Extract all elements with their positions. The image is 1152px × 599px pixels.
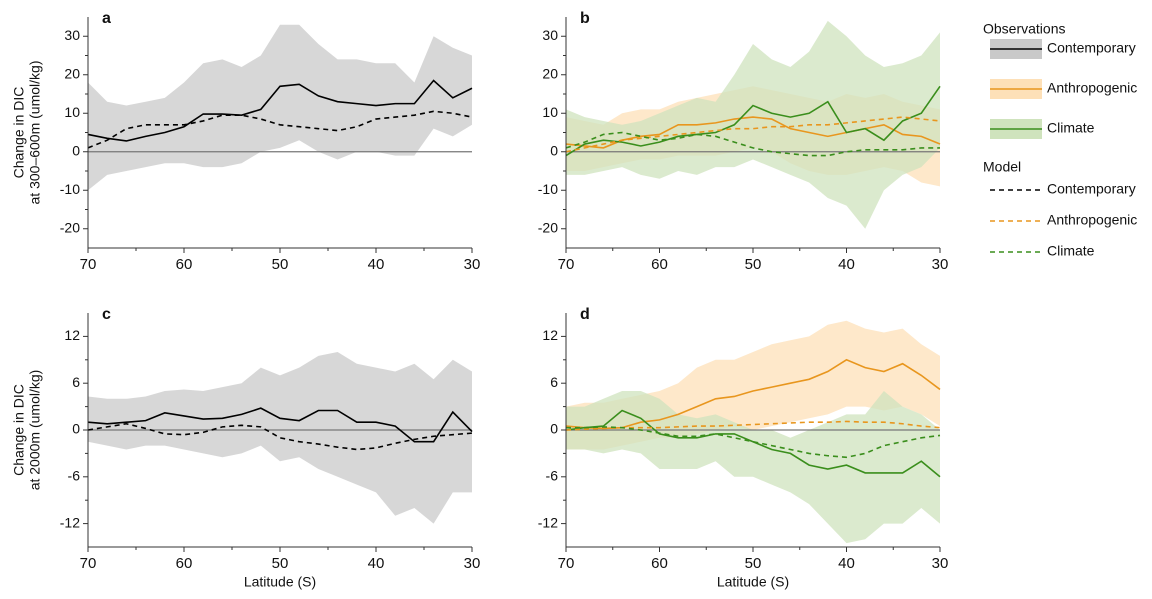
x-tick-label: 40	[368, 555, 385, 572]
uncertainty-band	[566, 391, 940, 544]
y-tick-label: 30	[64, 27, 80, 43]
series-line	[565, 409, 941, 478]
legend-label: Contemporary	[1047, 181, 1136, 197]
legend-title: Model	[983, 159, 1021, 175]
series-line	[566, 426, 941, 459]
legend-label: Climate	[1047, 243, 1095, 259]
x-tick-label: 30	[464, 555, 481, 572]
x-tick-label: 30	[464, 256, 481, 273]
x-tick-label: 70	[558, 256, 575, 273]
x-tick-label: 50	[272, 555, 289, 572]
series-line	[565, 85, 941, 157]
x-tick-label: 60	[176, 555, 193, 572]
y-tick-label: 12	[64, 327, 80, 343]
y-tick-label: 20	[64, 65, 80, 81]
x-tick-label: 40	[838, 555, 855, 572]
series-line	[87, 407, 473, 443]
legend-label: Anthropogenic	[1047, 212, 1137, 228]
panel-label: a	[102, 10, 111, 27]
y-tick-label: -10	[538, 181, 558, 197]
x-tick-label: 60	[176, 256, 193, 273]
y-tick-label: -10	[60, 181, 80, 197]
y-tick-label: -20	[538, 219, 558, 235]
uncertainty-band	[566, 20, 940, 229]
x-tick-label: 50	[272, 256, 289, 273]
x-tick-label: 40	[838, 256, 855, 273]
y-tick-label: 0	[72, 421, 80, 437]
x-tick-label: 40	[368, 256, 385, 273]
y-tick-label: 10	[542, 104, 558, 120]
series-line	[565, 116, 941, 153]
y-tick-label: 0	[550, 142, 558, 158]
panel-label: d	[580, 306, 590, 323]
uncertainty-band	[88, 352, 472, 524]
y-axis-label: Change in DIC	[11, 87, 27, 179]
y-tick-label: -12	[60, 514, 80, 530]
series-line	[565, 358, 941, 430]
y-axis-label: at 300–600m (umol/kg)	[27, 61, 43, 205]
y-tick-label: 12	[542, 327, 558, 343]
x-axis-label: Latitude (S)	[244, 574, 316, 590]
panel-label: b	[580, 10, 590, 27]
x-tick-label: 70	[80, 555, 97, 572]
series-line	[87, 110, 473, 149]
y-axis-label: Change in DIC	[11, 384, 27, 476]
uncertainty-band	[88, 24, 472, 191]
x-tick-label: 50	[745, 256, 762, 273]
y-tick-label: 10	[64, 104, 80, 120]
y-tick-label: -20	[60, 219, 80, 235]
y-tick-label: -6	[546, 468, 559, 484]
y-tick-label: -12	[538, 514, 558, 530]
y-axis-label: at 2000m (umol/kg)	[27, 370, 43, 491]
y-tick-label: -6	[68, 468, 81, 484]
series-line	[565, 131, 940, 157]
y-tick-label: 30	[542, 27, 558, 43]
y-tick-label: 0	[550, 421, 558, 437]
legend-label: Climate	[1047, 120, 1095, 136]
x-axis-label: Latitude (S)	[717, 574, 789, 590]
x-tick-label: 50	[745, 555, 762, 572]
panel-label: c	[102, 306, 111, 323]
x-tick-label: 70	[80, 256, 97, 273]
y-tick-label: 0	[72, 142, 80, 158]
series-line	[87, 79, 473, 142]
y-tick-label: 6	[72, 374, 80, 390]
y-tick-label: 20	[542, 65, 558, 81]
legend-title: Observations	[983, 21, 1065, 37]
x-tick-label: 60	[651, 256, 668, 273]
series-line	[87, 422, 473, 451]
legend-label: Contemporary	[1047, 40, 1136, 56]
y-tick-label: 6	[550, 374, 558, 390]
x-tick-label: 70	[558, 555, 575, 572]
x-tick-label: 30	[932, 555, 949, 572]
x-tick-label: 60	[651, 555, 668, 572]
legend-label: Anthropogenic	[1047, 80, 1137, 96]
x-tick-label: 30	[932, 256, 949, 273]
